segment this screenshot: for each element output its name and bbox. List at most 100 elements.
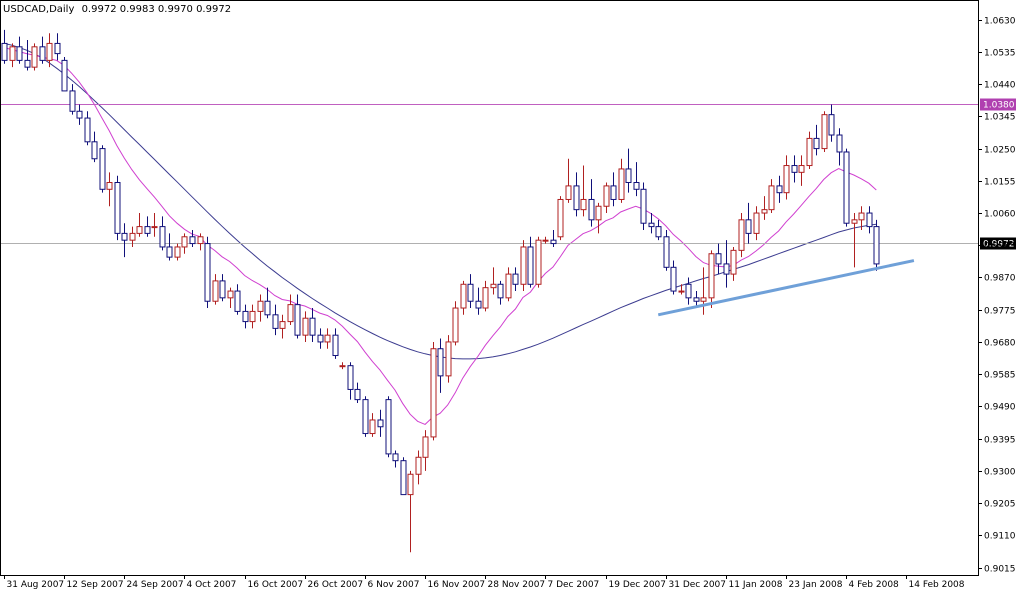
candle-body — [437, 348, 444, 377]
candle-body — [460, 283, 467, 309]
candle-body — [678, 290, 685, 293]
candle-body — [836, 134, 843, 153]
candle-body — [159, 226, 166, 248]
candle-body — [858, 212, 865, 221]
candle-body — [385, 399, 392, 455]
candle-body — [730, 249, 737, 275]
candle-body — [189, 236, 196, 245]
candle-body — [39, 46, 46, 61]
y-tick-label: 0.9680 — [984, 339, 1016, 349]
candle-body — [573, 185, 580, 211]
y-tick-label: 1.0345 — [984, 113, 1016, 123]
candle-body — [204, 243, 211, 302]
candle-body — [332, 334, 339, 357]
candle-body — [497, 283, 504, 299]
y-tick-label: 1.0060 — [984, 210, 1016, 220]
candle-body — [588, 198, 595, 221]
candle-body — [745, 219, 752, 234]
plot-frame — [0, 0, 979, 576]
candle-body — [648, 222, 655, 228]
candle-body — [84, 117, 91, 143]
candle-body — [309, 317, 316, 336]
candle-body — [16, 46, 23, 61]
candle-body — [445, 341, 452, 377]
candle-body — [257, 300, 264, 312]
candle-body — [595, 205, 602, 221]
candle-body — [136, 226, 143, 234]
candle-body — [467, 283, 474, 302]
candle-body — [377, 419, 384, 428]
candle-body — [61, 59, 68, 92]
candle-body — [738, 219, 745, 251]
ohlc-readout: 0.9972 0.9983 0.9970 0.9972 — [82, 4, 232, 15]
candle-body — [685, 283, 692, 299]
candle-body — [761, 209, 768, 214]
x-tick-label: 24 Sep 2007 — [127, 580, 184, 590]
candle-body — [610, 185, 617, 200]
y-tick-label: 1.0440 — [984, 81, 1016, 91]
horizontal-levels: 1.0380 0.9972 — [0, 98, 1016, 250]
candle-body — [407, 473, 414, 496]
candle-body — [663, 236, 670, 268]
y-tick-label: 0.9300 — [984, 468, 1016, 478]
candle-body — [452, 307, 459, 343]
candle-body — [302, 317, 309, 336]
candle-body — [249, 310, 256, 323]
candle-body — [505, 273, 512, 299]
candle-body — [347, 365, 354, 390]
candle-body — [294, 304, 301, 336]
candle-body — [24, 59, 31, 68]
y-tick-label: 0.9395 — [984, 436, 1016, 446]
candle-body — [806, 137, 813, 167]
candle-body — [520, 246, 527, 285]
candle-body — [46, 42, 53, 61]
candle-body — [512, 273, 519, 285]
current-price-label: 0.9972 — [983, 240, 1015, 250]
candle-body — [324, 334, 331, 343]
candle-body — [197, 236, 204, 245]
current-price-tag — [980, 237, 1016, 250]
x-tick-label: 11 Jan 2008 — [729, 580, 783, 590]
candle-body — [287, 304, 294, 323]
candle-body — [272, 314, 279, 329]
x-tick-label: 19 Dec 2007 — [609, 580, 667, 590]
candle-body — [640, 188, 647, 224]
resistance-price-tag — [980, 98, 1016, 111]
candles-layer — [1, 29, 880, 553]
y-tick-label: 0.9870 — [984, 274, 1016, 284]
x-tick-label: 31 Dec 2007 — [669, 580, 727, 590]
candle-body — [776, 185, 783, 194]
candle-body — [873, 226, 880, 265]
candle-body — [603, 185, 610, 207]
candle-body — [550, 239, 557, 245]
candle-body — [557, 198, 564, 238]
candle-body — [843, 151, 850, 224]
candle-body — [264, 300, 271, 316]
x-tick-label: 12 Sep 2007 — [67, 580, 124, 590]
x-tick-label: 4 Oct 2007 — [187, 580, 237, 590]
x-tick-label: 26 Oct 2007 — [308, 580, 364, 590]
candle-body — [392, 453, 399, 462]
candle-body — [151, 226, 158, 229]
x-tick-label: 16 Oct 2007 — [248, 580, 304, 590]
x-tick-label: 14 Feb 2008 — [909, 580, 965, 590]
x-tick-label: 23 Jan 2008 — [789, 580, 843, 590]
candle-body — [565, 185, 572, 200]
trendline-layer — [657, 259, 915, 317]
candle-body — [655, 226, 662, 238]
x-tick-label: 31 Aug 2007 — [7, 580, 65, 590]
y-tick-label: 1.0250 — [984, 146, 1016, 156]
x-tick-label: 16 Nov 2007 — [428, 580, 486, 590]
candle-body — [482, 287, 489, 309]
candle-body — [430, 348, 437, 438]
candle-body — [580, 198, 587, 211]
candle-body — [783, 165, 790, 194]
candle-body — [339, 365, 346, 368]
candle-body — [475, 300, 482, 309]
candle-body — [828, 114, 835, 136]
candle-body — [9, 46, 16, 61]
y-tick-label: 0.9775 — [984, 307, 1016, 317]
candle-body — [542, 239, 549, 242]
candle-body — [99, 148, 106, 190]
